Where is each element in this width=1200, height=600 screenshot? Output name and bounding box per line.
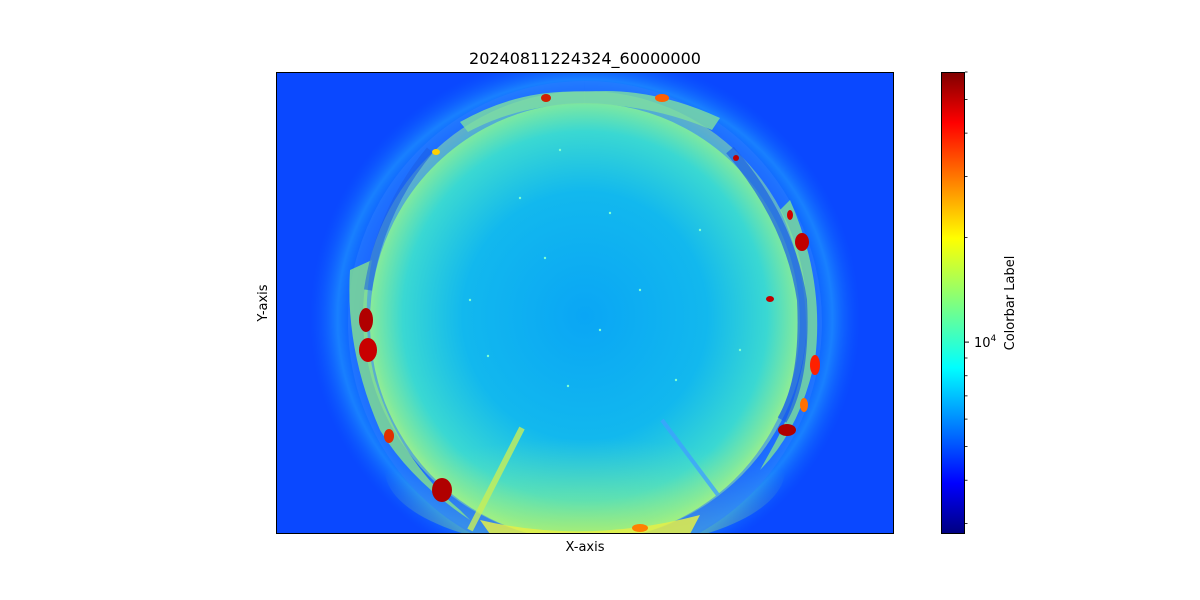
pole-beam-right — [660, 418, 720, 497]
light-source — [359, 308, 373, 332]
light-source — [800, 398, 808, 412]
skyline-left — [349, 260, 470, 520]
ground-glow — [385, 390, 785, 534]
x-axis-label: X-axis — [566, 540, 605, 555]
light-source — [432, 149, 440, 155]
light-source — [778, 424, 796, 436]
pole-beam-left — [467, 426, 525, 532]
skyline-top — [460, 91, 720, 132]
light-source — [766, 296, 774, 302]
building-band-left — [364, 147, 434, 291]
colorbar-gradient — [941, 72, 965, 534]
light-source — [359, 338, 377, 362]
light-source — [384, 429, 394, 443]
building-band-right — [726, 146, 808, 423]
y-axis-label: Y-axis — [256, 284, 271, 322]
stars — [468, 148, 742, 388]
colorbar-frame — [941, 72, 965, 534]
light-source — [632, 524, 648, 532]
light-source — [787, 210, 793, 220]
colorbar-label: Colorbar Label — [1003, 256, 1018, 351]
bright-lights — [359, 94, 820, 532]
colorbar: 104 Colorbar Label — [941, 71, 1018, 534]
light-source — [432, 478, 452, 502]
heatmap-image — [276, 72, 894, 534]
skyline-right — [760, 200, 818, 470]
chart-title: 20240811224324_60000000 — [469, 49, 701, 69]
image-frame — [276, 72, 894, 534]
light-source — [733, 155, 739, 161]
light-source — [795, 233, 809, 251]
colorbar-ticks: 104 — [965, 71, 997, 524]
colorbar-tick-label: 104 — [974, 334, 997, 351]
light-source — [541, 94, 551, 102]
light-source — [655, 94, 669, 102]
light-source — [810, 355, 820, 375]
